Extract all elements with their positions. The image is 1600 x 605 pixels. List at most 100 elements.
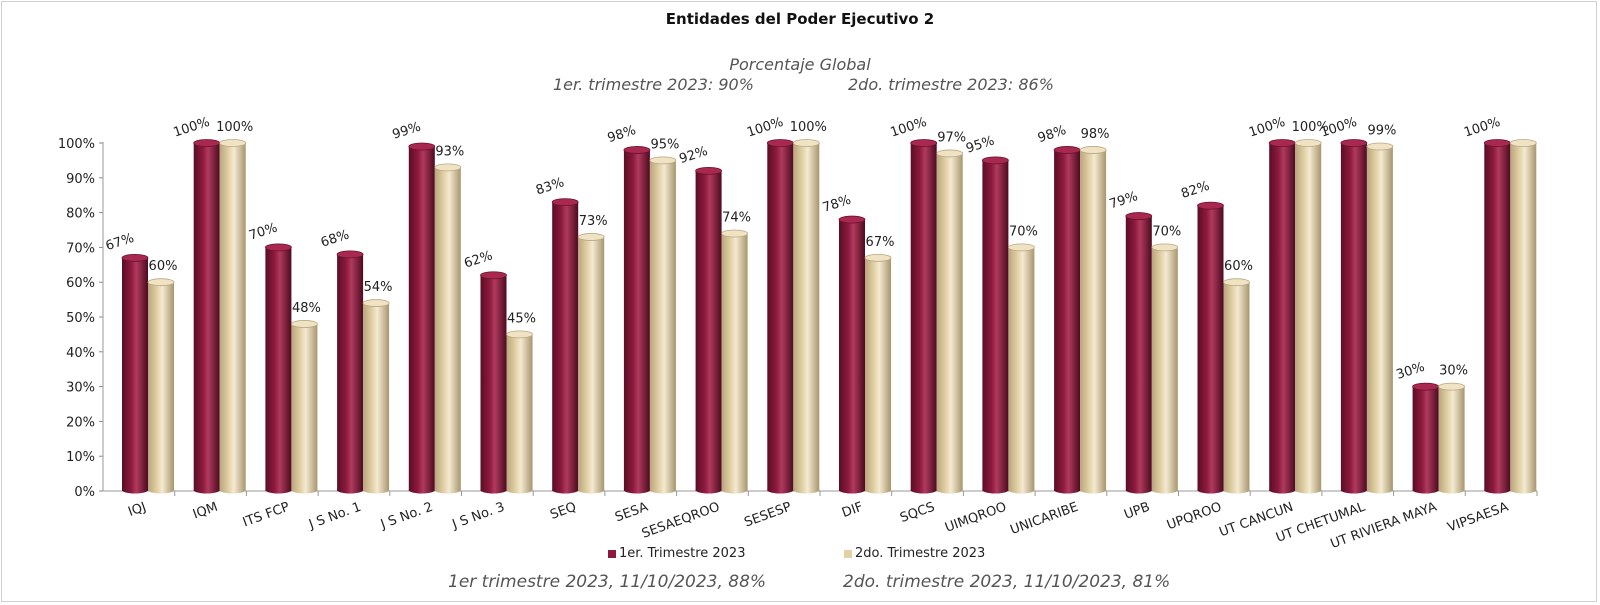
data-label-sqcs-series-2: 97% (937, 130, 966, 145)
bar-j-s-no-3-series-2 (506, 330, 533, 494)
bar-top (792, 139, 820, 147)
bar-base (1340, 486, 1367, 494)
bar-vipsaesa-series-1 (1483, 139, 1511, 494)
data-label-ut-riviera-maya-series-1: 30% (1394, 360, 1426, 383)
bar-ut-riviera-maya-series-1 (1412, 382, 1439, 494)
bar-top (1008, 243, 1035, 252)
bar-body (219, 143, 246, 491)
bar-base (695, 486, 722, 494)
footer-q1-annotation: 1er trimestre 2023, 11/10/2023, 88% (448, 572, 767, 592)
bar-body (552, 202, 579, 491)
bar-iqm-series-1 (193, 139, 221, 494)
bar-its-fcp-series-1 (264, 243, 292, 494)
bar-ut-chetumal-series-2 (1366, 142, 1394, 494)
data-label-sesa-series-2: 95% (650, 137, 679, 152)
bar-base (865, 486, 891, 494)
bar-top (147, 278, 175, 287)
bar-top (721, 229, 748, 238)
bar-base (219, 486, 246, 494)
bar-base (1269, 486, 1296, 494)
data-label-seq-series-1: 83% (534, 175, 566, 198)
y-tick-label: 30% (66, 381, 95, 396)
bar-base (1125, 486, 1152, 494)
bar-top (336, 250, 364, 259)
bar-uimqroo-series-2 (1008, 243, 1035, 494)
legend-swatch-q1 (608, 549, 616, 558)
bar-top (1509, 139, 1537, 147)
bar-ut-riviera-maya-series-2 (1438, 382, 1465, 494)
bar-ut-cancun-series-2 (1294, 139, 1322, 494)
bar-top (121, 253, 149, 262)
y-tick-label: 20% (66, 415, 95, 430)
bar-body (1008, 247, 1035, 491)
bar-base (1412, 486, 1439, 494)
data-label-uimqroo-series-2: 70% (1009, 224, 1038, 239)
data-label-ut-chetumal-series-2: 99% (1367, 123, 1396, 138)
bar-base (1438, 486, 1465, 494)
x-tick-label-its-fcp: ITS FCP (241, 500, 292, 531)
data-label-iqj-series-1: 67% (104, 231, 136, 254)
bar-base (1366, 486, 1393, 494)
bar-upb-series-2 (1151, 243, 1179, 494)
data-label-dif-series-2: 67% (866, 235, 895, 250)
bar-sqcs-series-1 (910, 139, 938, 494)
bar-body (193, 143, 220, 491)
q2-global-annotation: 2do. trimestre 2023: 86% (848, 75, 1054, 94)
bar-base (936, 486, 963, 494)
bar-body (1484, 143, 1511, 491)
bar-body (337, 254, 364, 491)
bar-base (363, 486, 390, 494)
bar-j-s-no-1-series-2 (362, 299, 390, 494)
bar-base (767, 486, 794, 494)
bar-unicaribe-series-1 (1053, 146, 1081, 494)
x-tick-label-j-s-no-1: J S No. 1 (306, 500, 363, 533)
bar-base (1295, 486, 1322, 494)
x-tick-label-sesa: SESA (613, 500, 650, 526)
bar-body (936, 153, 963, 491)
bar-base (1080, 486, 1107, 494)
bar-top (1151, 243, 1179, 252)
x-tick-label-sesesp: SESESP (742, 500, 793, 531)
x-tick-label-unicaribe: UNICARIBE (1008, 500, 1080, 538)
legend-item-q2: 2do. Trimestre 2023 (844, 546, 985, 561)
bar-upqroo-series-1 (1197, 201, 1224, 494)
y-tick-label: 40% (66, 346, 95, 361)
bar-top (910, 139, 938, 147)
bar-top (766, 139, 794, 147)
bar-base (337, 486, 364, 494)
bar-sesa-series-2 (649, 156, 677, 494)
bar-top (290, 320, 318, 328)
bar-body (1340, 143, 1367, 491)
data-label-upb-series-2: 70% (1152, 224, 1181, 239)
bar-dif-series-1 (838, 215, 866, 494)
bar-j-s-no-1-series-1 (336, 250, 364, 494)
bar-top (577, 233, 605, 241)
data-label-upb-series-1: 79% (1108, 189, 1140, 212)
data-label-seq-series-2: 73% (579, 214, 608, 229)
bar-body (122, 257, 148, 491)
bar-top (982, 156, 1009, 165)
data-label-ut-cancun-series-1: 100% (1247, 115, 1287, 141)
bar-top (838, 215, 866, 224)
footer-q2-annotation: 2do. trimestre 2023, 11/10/2023, 81% (843, 572, 1171, 592)
bar-iqj-series-2 (147, 278, 175, 494)
data-label-dif-series-1: 78% (821, 193, 853, 216)
bar-base (1197, 486, 1224, 494)
bar-base (193, 486, 220, 494)
bar-vipsaesa-series-2 (1509, 139, 1537, 494)
data-label-j-s-no-3-series-2: 45% (507, 311, 536, 326)
bar-upb-series-1 (1125, 212, 1153, 494)
bar-body (1510, 143, 1537, 491)
bar-j-s-no-2-series-1 (408, 142, 436, 494)
bar-base (910, 486, 937, 494)
data-label-uimqroo-series-1: 95% (964, 133, 996, 156)
x-tick-label-sesaeqroo: SESAEQROO (640, 500, 722, 542)
bar-base (623, 486, 650, 494)
bar-body (1269, 143, 1296, 491)
y-tick-label: 0% (74, 485, 95, 500)
x-tick-label-j-s-no-2: J S No. 2 (378, 500, 435, 533)
bar-base (793, 486, 820, 494)
bar-body (839, 219, 865, 491)
